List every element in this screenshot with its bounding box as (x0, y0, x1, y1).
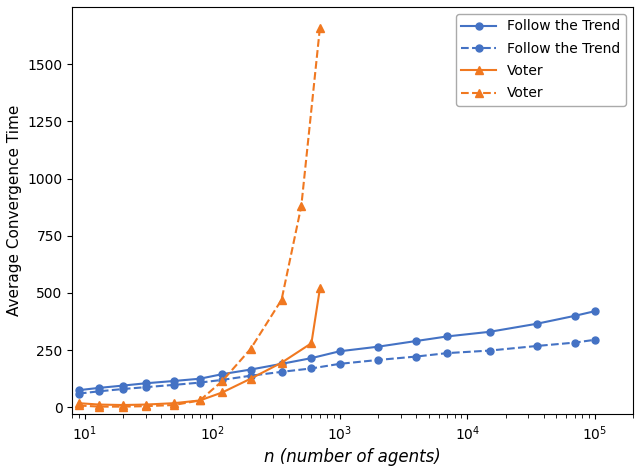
Follow the Trend (218, 371, 226, 377)
Follow the Trend (591, 337, 598, 342)
Voter (141, 403, 149, 409)
Follow the Trend (374, 357, 382, 363)
X-axis label: n (number of agents): n (number of agents) (264, 448, 441, 466)
Line: Voter: Voter (75, 23, 324, 411)
Voter (95, 402, 103, 407)
Follow the Trend (571, 340, 579, 345)
Follow the Trend (75, 387, 83, 393)
Voter (196, 398, 204, 403)
Voter (95, 404, 103, 410)
Follow the Trend (308, 366, 316, 371)
Follow the Trend (196, 376, 204, 382)
Line: Voter: Voter (75, 284, 324, 409)
Follow the Trend (413, 354, 420, 359)
Follow the Trend (413, 338, 420, 344)
Follow the Trend (486, 348, 493, 353)
Follow the Trend (95, 385, 103, 391)
Voter (119, 404, 127, 410)
Follow the Trend (247, 367, 255, 372)
Voter (316, 25, 324, 30)
Follow the Trend (336, 349, 344, 354)
Voter (316, 286, 324, 291)
Follow the Trend (278, 361, 285, 367)
Voter (308, 341, 316, 346)
Follow the Trend (95, 388, 103, 394)
Follow the Trend (374, 344, 382, 350)
Follow the Trend (141, 380, 149, 386)
Follow the Trend (119, 386, 127, 392)
Follow the Trend (591, 308, 598, 314)
Voter (247, 376, 255, 382)
Follow the Trend (170, 378, 178, 384)
Voter (278, 297, 285, 303)
Follow the Trend (141, 385, 149, 390)
Voter (75, 400, 83, 406)
Voter (278, 360, 285, 366)
Voter (196, 398, 204, 403)
Line: Follow the Trend: Follow the Trend (76, 336, 598, 397)
Follow the Trend (532, 321, 540, 327)
Follow the Trend (308, 355, 316, 361)
Follow the Trend (444, 333, 451, 339)
Voter (141, 402, 149, 407)
Follow the Trend (571, 313, 579, 319)
Follow the Trend (486, 329, 493, 335)
Voter (218, 378, 226, 384)
Follow the Trend (247, 373, 255, 378)
Voter (218, 390, 226, 395)
Follow the Trend (196, 380, 204, 385)
Voter (170, 400, 178, 406)
Follow the Trend (444, 350, 451, 356)
Follow the Trend (532, 343, 540, 349)
Voter (298, 203, 305, 209)
Y-axis label: Average Convergence Time: Average Convergence Time (7, 105, 22, 316)
Follow the Trend (119, 383, 127, 388)
Follow the Trend (278, 369, 285, 375)
Voter (170, 402, 178, 408)
Voter (75, 403, 83, 408)
Voter (247, 346, 255, 352)
Follow the Trend (170, 382, 178, 388)
Follow the Trend (336, 361, 344, 367)
Line: Follow the Trend: Follow the Trend (76, 308, 598, 394)
Follow the Trend (75, 391, 83, 396)
Legend: Follow the Trend, Follow the Trend, Voter, Voter: Follow the Trend, Follow the Trend, Vote… (456, 14, 626, 106)
Voter (119, 402, 127, 408)
Follow the Trend (218, 377, 226, 383)
